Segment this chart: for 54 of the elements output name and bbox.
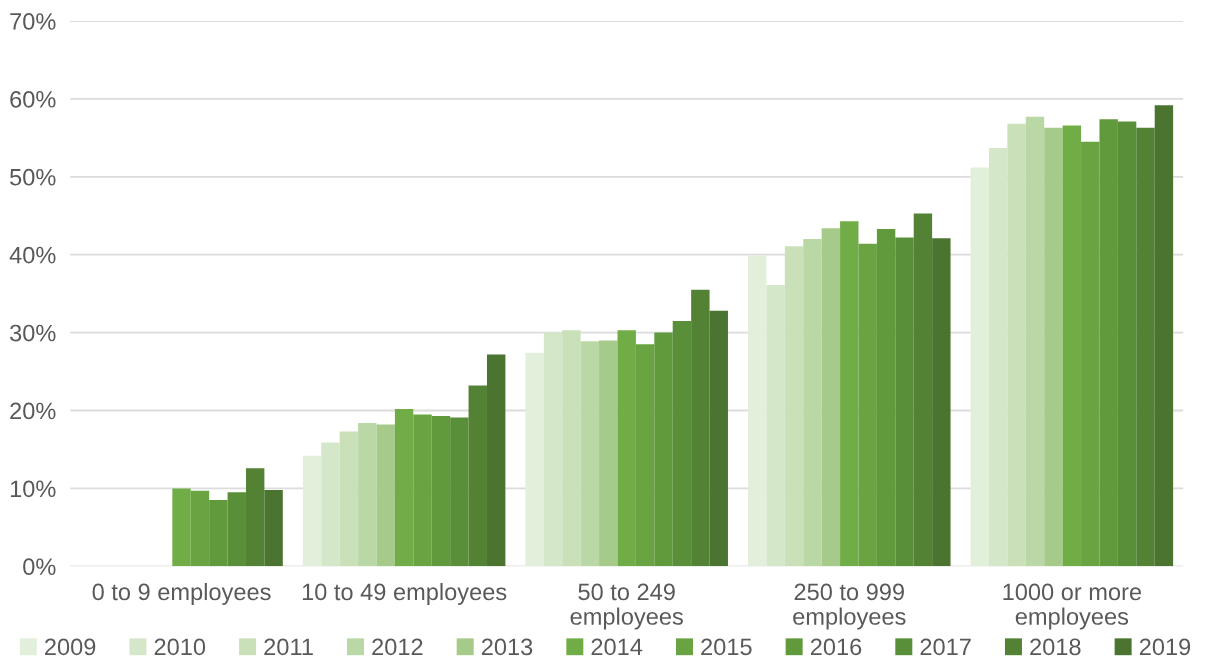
legend-label: 2011 (264, 638, 313, 656)
legend-label: 2012 (372, 638, 423, 656)
bar (691, 289, 710, 567)
y-tick-label: 20% (10, 402, 56, 420)
bar (988, 147, 1008, 567)
y-tick-label: 40% (9, 246, 56, 264)
x-tick-label: 0 to 9 employees (92, 582, 271, 605)
x-tick-label: 10 to 49 employees (302, 582, 507, 605)
legend-label: 2019 (1139, 638, 1191, 656)
x-tick-label: 250 to 999 employees (793, 583, 906, 630)
bar (339, 431, 359, 567)
bar (468, 385, 487, 567)
bar (970, 167, 989, 567)
bar (709, 310, 728, 567)
legend-label: 2009 (45, 638, 96, 656)
y-tick-label: 60% (10, 90, 56, 108)
bar (932, 238, 951, 567)
bar (562, 330, 581, 567)
bar (748, 255, 767, 567)
bar (358, 422, 377, 567)
y-tick-label: 0% (23, 558, 56, 576)
bar (543, 332, 563, 567)
bar (376, 424, 395, 567)
bar (1154, 105, 1174, 567)
legend-label: 2017 (920, 638, 971, 656)
legend-label: 2013 (481, 638, 533, 656)
bar (264, 489, 283, 567)
bar (302, 455, 322, 567)
legend-label: 2014 (591, 638, 643, 656)
bar (784, 246, 804, 567)
bar (1007, 123, 1026, 567)
legend-label: 2010 (154, 638, 206, 656)
bar (599, 340, 618, 567)
bar (821, 228, 841, 567)
bar (913, 213, 933, 567)
bar (766, 285, 785, 567)
x-tick-label: 1000 or more employees (1003, 583, 1142, 630)
bar (321, 442, 340, 567)
y-tick-label: 30% (9, 324, 56, 342)
legend-label: 2018 (1030, 638, 1081, 656)
y-tick-label: 50% (10, 168, 56, 186)
bar (1044, 127, 1063, 567)
y-tick-label: 10% (10, 480, 56, 498)
bar (580, 341, 600, 567)
bar (486, 354, 506, 567)
bar (525, 352, 544, 567)
bar (245, 468, 265, 567)
legend-label: 2016 (810, 638, 862, 656)
bar (803, 239, 822, 567)
x-tick-label: 50 to 249 employees (570, 583, 683, 630)
bar (1136, 127, 1155, 567)
bar (1025, 116, 1045, 567)
legend-label: 2015 (701, 638, 752, 656)
y-tick-label: 70% (10, 13, 56, 30)
